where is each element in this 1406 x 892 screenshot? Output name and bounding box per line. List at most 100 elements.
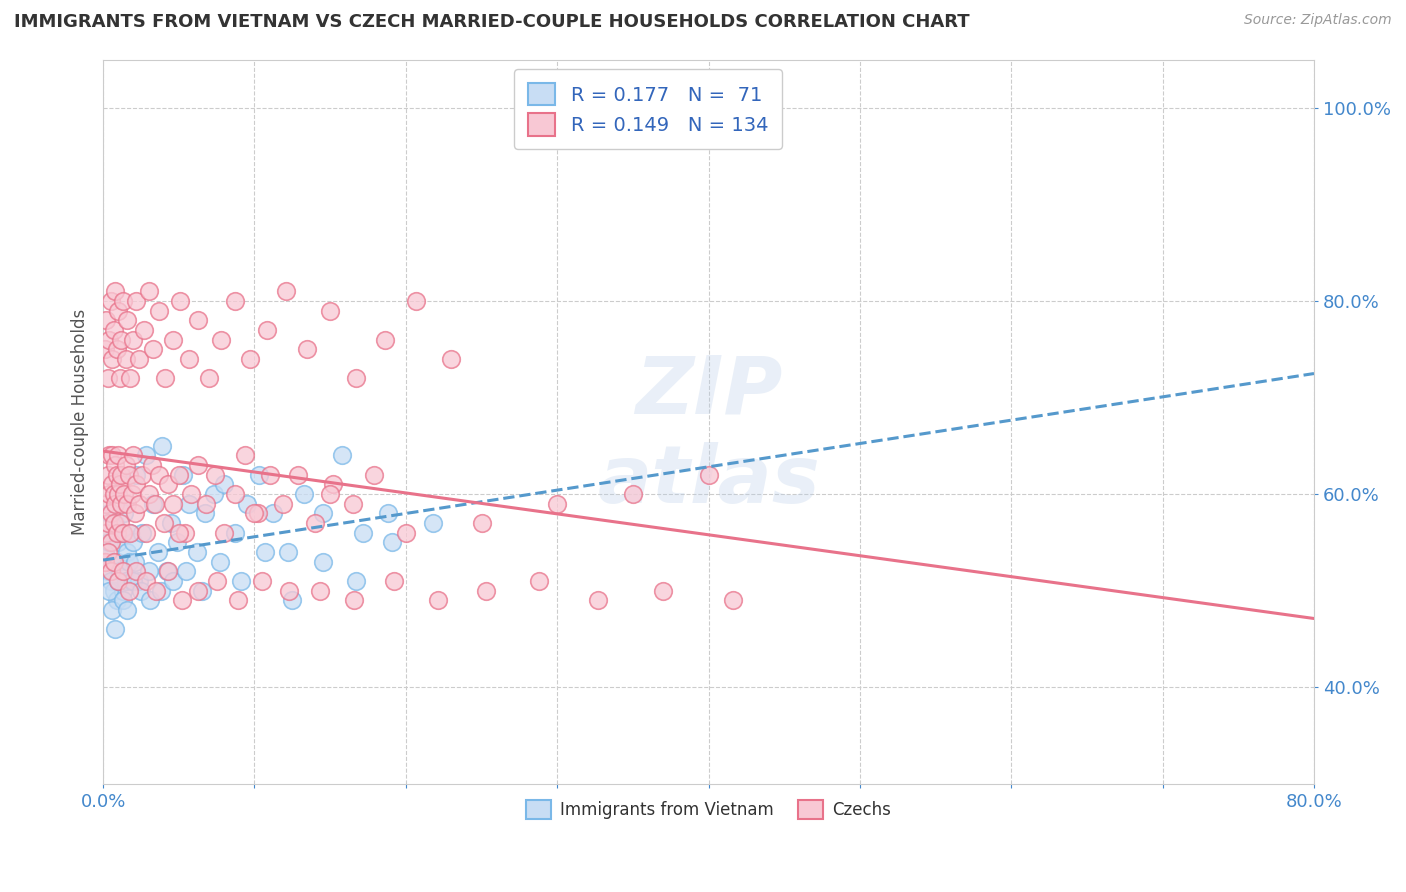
Point	[100, 535, 122, 549]
Point	[110, 467, 132, 482]
Point	[122, 333, 145, 347]
Point	[111, 564, 134, 578]
Point	[278, 583, 301, 598]
Point	[125, 467, 148, 482]
Point	[107, 574, 129, 588]
Point	[108, 564, 131, 578]
Point	[114, 351, 136, 366]
Point	[97, 516, 120, 530]
Point	[105, 343, 128, 357]
Point	[162, 574, 184, 588]
Point	[97, 564, 120, 578]
Point	[122, 449, 145, 463]
Point	[259, 467, 281, 482]
Point	[117, 497, 139, 511]
Point	[103, 555, 125, 569]
Point	[322, 477, 344, 491]
Point	[98, 535, 121, 549]
Point	[208, 555, 231, 569]
Point	[172, 467, 194, 482]
Point	[162, 333, 184, 347]
Point	[224, 525, 246, 540]
Point	[167, 525, 190, 540]
Point	[122, 574, 145, 588]
Point	[381, 535, 404, 549]
Point	[96, 497, 118, 511]
Point	[262, 507, 284, 521]
Point	[97, 371, 120, 385]
Point	[250, 574, 273, 588]
Point	[353, 525, 375, 540]
Point	[128, 351, 150, 366]
Point	[141, 458, 163, 472]
Point	[96, 313, 118, 327]
Point	[271, 497, 294, 511]
Point	[125, 477, 148, 491]
Point	[308, 583, 330, 598]
Point	[103, 583, 125, 598]
Point	[148, 467, 170, 482]
Point	[98, 333, 121, 347]
Point	[160, 516, 183, 530]
Point	[311, 555, 333, 569]
Point	[621, 487, 644, 501]
Point	[105, 525, 128, 540]
Point	[114, 574, 136, 588]
Point	[202, 487, 225, 501]
Point	[243, 507, 266, 521]
Point	[169, 293, 191, 308]
Point	[157, 477, 180, 491]
Point	[205, 574, 228, 588]
Point	[131, 525, 153, 540]
Point	[105, 593, 128, 607]
Point	[148, 303, 170, 318]
Point	[198, 371, 221, 385]
Point	[107, 555, 129, 569]
Legend: Immigrants from Vietnam, Czechs: Immigrants from Vietnam, Czechs	[520, 794, 897, 826]
Point	[193, 507, 215, 521]
Point	[139, 593, 162, 607]
Point	[132, 323, 155, 337]
Point	[121, 487, 143, 501]
Point	[117, 603, 139, 617]
Point	[110, 497, 132, 511]
Point	[100, 293, 122, 308]
Point	[176, 564, 198, 578]
Point	[100, 564, 122, 578]
Point	[122, 535, 145, 549]
Point	[363, 467, 385, 482]
Point	[527, 574, 550, 588]
Point	[344, 574, 367, 588]
Point	[97, 467, 120, 482]
Point	[374, 333, 396, 347]
Point	[104, 285, 127, 299]
Point	[104, 497, 127, 511]
Point	[426, 593, 449, 607]
Point	[131, 467, 153, 482]
Point	[107, 535, 129, 549]
Point	[344, 371, 367, 385]
Point	[138, 285, 160, 299]
Point	[382, 574, 405, 588]
Point	[112, 507, 135, 521]
Point	[108, 371, 131, 385]
Point	[343, 593, 366, 607]
Point	[187, 313, 209, 327]
Point	[125, 564, 148, 578]
Point	[138, 564, 160, 578]
Point	[142, 343, 165, 357]
Text: IMMIGRANTS FROM VIETNAM VS CZECH MARRIED-COUPLE HOUSEHOLDS CORRELATION CHART: IMMIGRANTS FROM VIETNAM VS CZECH MARRIED…	[14, 13, 970, 31]
Point	[93, 343, 115, 357]
Point	[546, 497, 568, 511]
Point	[277, 545, 299, 559]
Point	[342, 497, 364, 511]
Point	[138, 487, 160, 501]
Point	[294, 487, 316, 501]
Text: ZIP
atlas: ZIP atlas	[598, 352, 820, 520]
Point	[440, 351, 463, 366]
Point	[101, 449, 124, 463]
Point	[422, 516, 444, 530]
Point	[247, 467, 270, 482]
Point	[108, 516, 131, 530]
Point	[101, 351, 124, 366]
